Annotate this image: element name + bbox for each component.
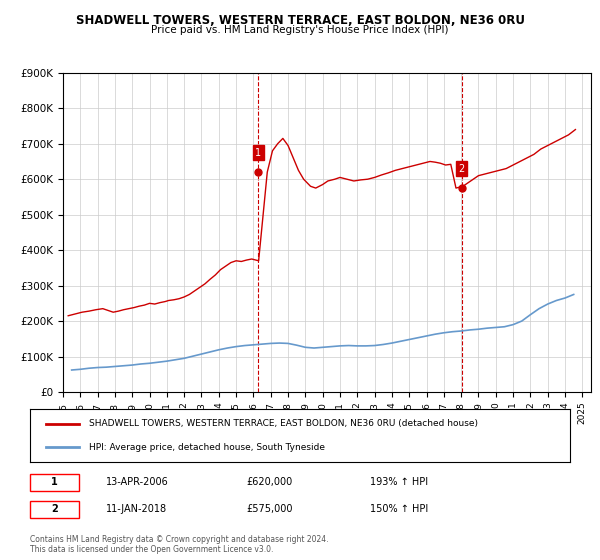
Text: 1: 1 xyxy=(51,478,58,487)
Text: Price paid vs. HM Land Registry's House Price Index (HPI): Price paid vs. HM Land Registry's House … xyxy=(151,25,449,35)
Text: 11-JAN-2018: 11-JAN-2018 xyxy=(106,505,167,515)
Text: 1: 1 xyxy=(255,148,262,157)
Text: SHADWELL TOWERS, WESTERN TERRACE, EAST BOLDON, NE36 0RU: SHADWELL TOWERS, WESTERN TERRACE, EAST B… xyxy=(76,14,524,27)
FancyBboxPatch shape xyxy=(30,501,79,519)
Text: HPI: Average price, detached house, South Tyneside: HPI: Average price, detached house, Sout… xyxy=(89,442,325,451)
Text: 13-APR-2006: 13-APR-2006 xyxy=(106,478,169,487)
Text: SHADWELL TOWERS, WESTERN TERRACE, EAST BOLDON, NE36 0RU (detached house): SHADWELL TOWERS, WESTERN TERRACE, EAST B… xyxy=(89,419,478,428)
Text: 150% ↑ HPI: 150% ↑ HPI xyxy=(370,505,428,515)
FancyBboxPatch shape xyxy=(30,474,79,491)
Text: Contains HM Land Registry data © Crown copyright and database right 2024.
This d: Contains HM Land Registry data © Crown c… xyxy=(30,535,329,554)
Text: £575,000: £575,000 xyxy=(246,505,293,515)
Text: 193% ↑ HPI: 193% ↑ HPI xyxy=(370,478,428,487)
Text: £620,000: £620,000 xyxy=(246,478,292,487)
Text: 2: 2 xyxy=(458,164,465,174)
Text: 2: 2 xyxy=(51,505,58,515)
